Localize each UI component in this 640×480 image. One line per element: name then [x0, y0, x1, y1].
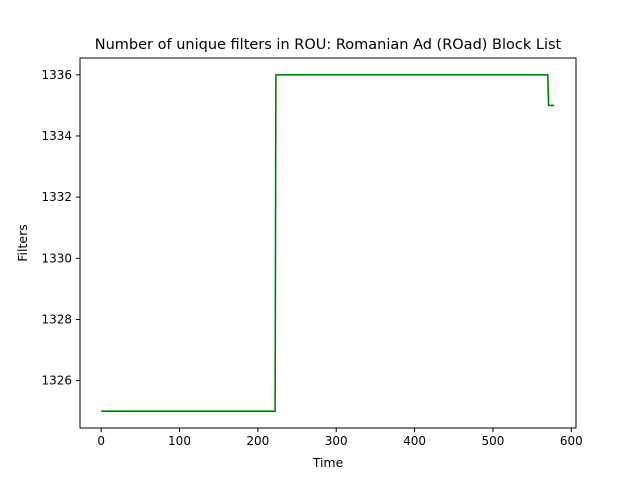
- series-line-0: [101, 74, 555, 412]
- y-axis-ticks: 1326 1328 1330 1332 1334 1336: [41, 68, 80, 388]
- x-tick-label: 500: [481, 434, 504, 448]
- x-axis-ticks: 0 100 200 300 400 500 600: [97, 428, 583, 448]
- x-tick-label: 400: [403, 434, 426, 448]
- y-tick-label: 1332: [41, 190, 72, 204]
- x-tick-label: 200: [246, 434, 269, 448]
- chart-title: Number of unique filters in ROU: Romania…: [95, 37, 562, 53]
- x-axis-label: Time: [312, 455, 344, 470]
- plot-area: [101, 74, 555, 412]
- y-tick-label: 1328: [41, 312, 72, 326]
- y-tick-label: 1336: [41, 68, 72, 82]
- x-tick-label: 600: [560, 434, 583, 448]
- x-tick-label: 300: [325, 434, 348, 448]
- y-tick-label: 1330: [41, 251, 72, 265]
- y-tick-label: 1326: [41, 374, 72, 388]
- x-tick-label: 0: [97, 434, 105, 448]
- y-axis-label: Filters: [15, 224, 30, 261]
- y-tick-label: 1334: [41, 129, 72, 143]
- axes-frame: [79, 57, 577, 429]
- x-tick-label: 100: [168, 434, 191, 448]
